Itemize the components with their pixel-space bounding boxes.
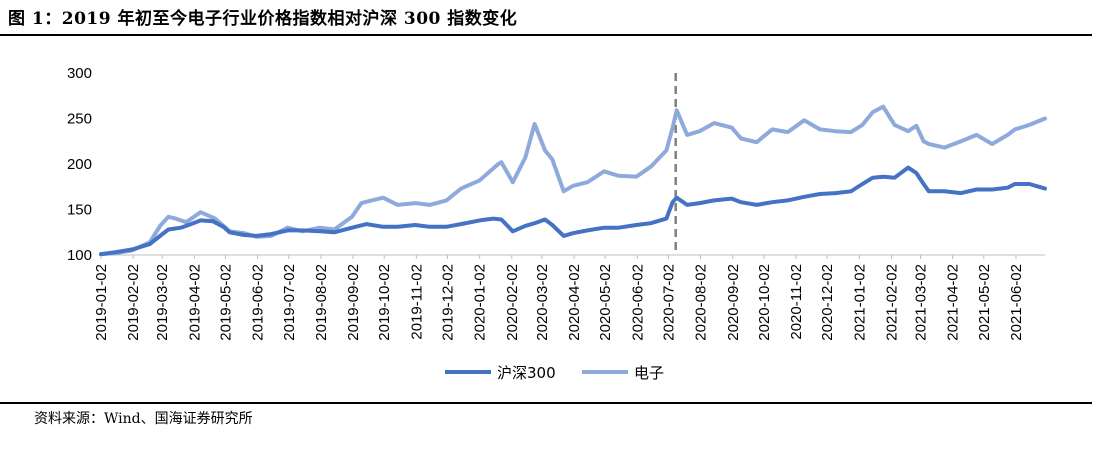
x-tick-label: 2019-08-02: [313, 264, 330, 341]
x-axis: 2019-01-02 2019-02-02 2019-03-02 2019-04-02…: [93, 254, 1045, 341]
x-tick-label: 2021-01-02: [851, 264, 868, 341]
x-tick-label: 2021-06-02: [1008, 264, 1025, 341]
x-tick-label: 2020-02-02: [504, 264, 521, 341]
x-tick-label: 2019-04-02: [186, 264, 203, 341]
x-tick-label: 2019-06-02: [250, 264, 267, 341]
x-tick-label: 2020-03-02: [534, 264, 551, 341]
legend: 沪深300 电子: [445, 364, 664, 382]
x-tick-label: 2020-04-02: [566, 264, 583, 341]
y-tick-label: 100: [67, 247, 92, 264]
top-rule: [0, 34, 1092, 36]
y-tick-label: 200: [67, 156, 92, 173]
x-tick-label: 2020-10-02: [756, 264, 773, 341]
x-tick-label: 2020-08-02: [693, 264, 710, 341]
y-tick-label: 150: [67, 202, 92, 219]
series-lines: [99, 104, 1047, 257]
x-tick-label: 2021-04-02: [945, 264, 962, 341]
x-tick-label: 2019-11-02: [408, 264, 425, 340]
x-tick-label: 2019-10-02: [376, 264, 393, 341]
x-tick-label: 2020-07-02: [660, 264, 677, 341]
series-line-hs300: [99, 165, 1047, 257]
x-tick-label: 2021-03-02: [913, 264, 930, 341]
x-tick-label: 2019-01-02: [93, 264, 110, 341]
x-tick-label: 2020-05-02: [597, 264, 614, 341]
x-tick-label: 2019-02-02: [125, 264, 142, 341]
x-tick-label: 2020-12-02: [819, 264, 836, 341]
x-tick-label: 2019-03-02: [154, 264, 171, 341]
x-tick-label: 2020-06-02: [629, 264, 646, 341]
bottom-rule: [0, 402, 1092, 404]
x-tick-label: 2020-09-02: [725, 264, 742, 341]
x-tick-label: 2021-02-02: [883, 264, 900, 341]
y-axis: 100 150 200 250 300: [67, 65, 92, 264]
x-tick-label: 2019-09-02: [345, 264, 362, 341]
legend-label-electronics: 电子: [634, 364, 664, 382]
x-tick-label: 2020-01-02: [472, 264, 489, 341]
x-tick-label: 2019-05-02: [217, 264, 234, 341]
x-tick-label: 2021-05-02: [976, 264, 993, 341]
source-note: 资料来源：Wind、国海证券研究所: [34, 411, 253, 427]
x-tick-label: 2019-12-02: [439, 264, 456, 341]
y-tick-label: 250: [67, 111, 92, 128]
x-tick-label: 2019-07-02: [281, 264, 298, 341]
legend-label-hs300: 沪深300: [497, 364, 556, 382]
chart-title: 图 1：2019 年初至今电子行业价格指数相对沪深 300 指数变化: [8, 9, 518, 29]
x-tick-label: 2020-11-02: [788, 264, 805, 340]
y-tick-label: 300: [67, 65, 92, 82]
